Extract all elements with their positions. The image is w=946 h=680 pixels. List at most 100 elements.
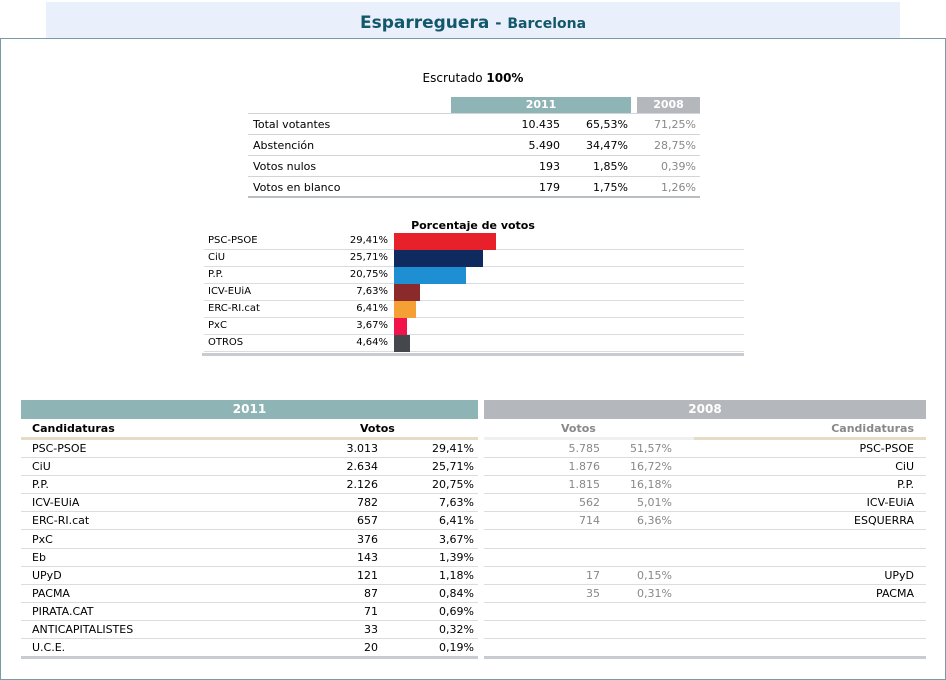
chart-bar — [394, 267, 466, 284]
candidature-pct: 20,75% — [432, 478, 474, 491]
candidature-votes: 71 — [364, 605, 378, 618]
candidature-votes-2008: 1.815 — [568, 478, 601, 491]
candidature-pct-2008: 6,36% — [637, 514, 672, 527]
summary-votes: 193 — [539, 160, 560, 173]
candidature-votes-2008: 5.785 — [568, 442, 601, 455]
summary-votes: 179 — [539, 181, 560, 194]
town-name: Esparreguera — [359, 13, 490, 33]
chart-category-label: CiU — [208, 252, 226, 263]
summary-pct-2008: 71,25% — [654, 118, 696, 131]
candidature-name-2008: UPyD — [884, 569, 914, 582]
row-rule-2008 — [484, 638, 926, 639]
chart-value-label: 29,41% — [349, 235, 388, 246]
row-rule-2008 — [484, 457, 926, 458]
table-row: ICV-EUiA 782 7,63% 562 5,01% ICV-EUiA — [21, 494, 926, 512]
candidature-name: ERC-RI.cat — [32, 514, 90, 527]
summary-top-rule — [248, 113, 700, 114]
page-title-bar: Esparreguera - Barcelona — [46, 2, 900, 38]
candidature-votes: 143 — [357, 551, 378, 564]
escrutado-line: Escrutado 100% — [0, 71, 946, 85]
candidature-votes: 121 — [357, 569, 378, 582]
candidature-name: PSC-PSOE — [32, 442, 87, 455]
chart-value-label: 3,67% — [356, 320, 388, 331]
results-header-2008: 2008 — [484, 400, 926, 419]
chart-row: PSC-PSOE 29,41% — [204, 233, 744, 250]
candidature-pct: 0,84% — [439, 587, 474, 600]
candidature-votes: 20 — [364, 641, 378, 654]
candidature-name: UPyD — [32, 569, 62, 582]
row-rule-2008 — [484, 529, 926, 530]
table-row: ERC-RI.cat 657 6,41% 714 6,36% ESQUERRA — [21, 512, 926, 530]
chart-category-label: ICV-EUiA — [208, 286, 252, 297]
col-votos-2011: Votos — [360, 422, 395, 435]
chart-category-label: P.P. — [208, 269, 224, 280]
col-candidaturas-2008: Candidaturas — [831, 422, 914, 435]
candidature-name-2008: CiU — [895, 460, 914, 473]
table-row: PxC 376 3,67% — [21, 531, 926, 549]
summary-label: Total votantes — [253, 118, 331, 131]
candidature-name: PIRATA.CAT — [32, 605, 94, 618]
summary-header: 2011 2008 — [248, 97, 700, 113]
chart-bar — [394, 284, 420, 301]
table-row: PACMA 87 0,84% 35 0,31% PACMA — [21, 585, 926, 603]
candidature-votes-2008: 562 — [579, 496, 600, 509]
chart-row: CiU 25,71% — [204, 250, 744, 267]
candidature-votes: 376 — [357, 533, 378, 546]
row-rule-2011 — [21, 566, 478, 567]
chart-bar — [394, 301, 416, 318]
candidature-name: ANTICAPITALISTES — [32, 623, 134, 636]
candidature-name-2008: ICV-EUiA — [866, 496, 914, 509]
vote-percentage-chart: Porcentaje de votos PSC-PSOE 29,41% CiU 25,… — [202, 219, 744, 356]
row-rule-2008 — [484, 620, 926, 621]
row-rule-2008 — [484, 566, 926, 567]
candidature-pct-2008: 16,72% — [630, 460, 672, 473]
chart-bar — [394, 233, 496, 250]
candidature-name-2008: P.P. — [897, 478, 914, 491]
row-rule-2008 — [484, 475, 926, 476]
table-row: ANTICAPITALISTES 33 0,32% — [21, 621, 926, 639]
candidature-pct-2008: 5,01% — [637, 496, 672, 509]
candidature-name: PACMA — [32, 587, 70, 600]
summary-pct-2008: 0,39% — [661, 160, 696, 173]
candidature-pct: 0,69% — [439, 605, 474, 618]
row-rule-2011 — [21, 656, 478, 659]
summary-pct: 34,47% — [586, 139, 628, 152]
row-rule-2011 — [21, 620, 478, 621]
row-rule-2011 — [21, 457, 478, 458]
candidature-votes: 87 — [364, 587, 378, 600]
chart-bar — [394, 250, 483, 267]
candidature-pct: 7,63% — [439, 496, 474, 509]
table-row: Eb 143 1,39% — [21, 549, 926, 567]
candidature-name: CiU — [32, 460, 51, 473]
table-row: CiU 2.634 25,71% 1.876 16,72% CiU — [21, 458, 926, 476]
row-rule-2011 — [21, 584, 478, 585]
summary-header-2011: 2011 — [451, 97, 631, 113]
candidature-pct: 0,32% — [439, 623, 474, 636]
header-rule-2008-b — [694, 437, 926, 440]
summary-rows: Total votantes 10.435 65,53% 71,25% Abstenci… — [248, 114, 700, 198]
escrutado-value: 100% — [486, 71, 524, 85]
summary-votes: 10.435 — [521, 118, 561, 131]
chart-value-label: 25,71% — [349, 252, 388, 263]
candidature-name: U.C.E. — [32, 641, 66, 654]
summary-row: Abstención 5.490 34,47% 28,75% — [248, 135, 700, 156]
escrutado-label: Escrutado — [422, 71, 483, 85]
candidature-pct: 6,41% — [439, 514, 474, 527]
row-rule-2011 — [21, 493, 478, 494]
summary-label: Votos nulos — [253, 160, 317, 173]
summary-pct: 1,85% — [593, 160, 628, 173]
summary-pct: 65,53% — [586, 118, 628, 131]
candidature-name: PxC — [32, 533, 53, 546]
chart-title: Porcentaje de votos — [411, 219, 535, 232]
summary-row: Votos en blanco 179 1,75% 1,26% — [248, 177, 700, 198]
summary-label: Votos en blanco — [253, 181, 341, 194]
row-rule-2011 — [21, 475, 478, 476]
table-row: U.C.E. 20 0,19% — [21, 639, 926, 657]
candidature-name-2008: PSC-PSOE — [859, 442, 915, 455]
candidature-name-2008: PACMA — [876, 587, 914, 600]
candidature-votes-2008: 35 — [586, 587, 600, 600]
summary-row: Votos nulos 193 1,85% 0,39% — [248, 156, 700, 177]
candidature-votes-2008: 714 — [579, 514, 600, 527]
row-rule-2008 — [484, 602, 926, 603]
col-candidaturas-2011: Candidaturas — [32, 422, 115, 435]
